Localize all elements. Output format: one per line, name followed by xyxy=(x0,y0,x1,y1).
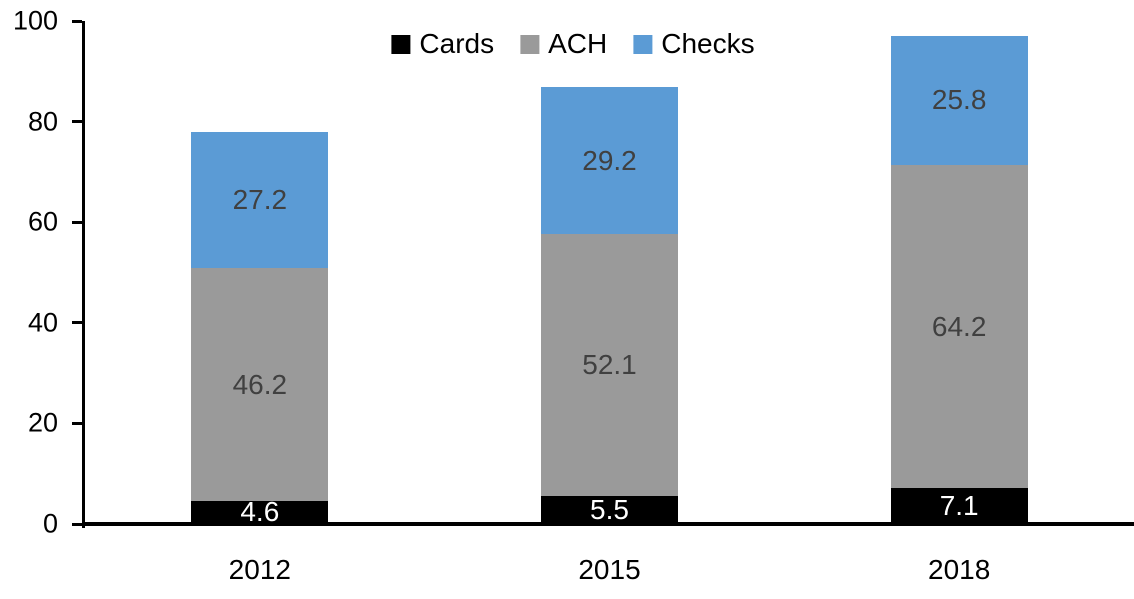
bar-segment-cards-2015: 5.5 xyxy=(541,496,678,524)
legend-label: Checks xyxy=(661,28,755,59)
bar-segment-ach-2018: 64.2 xyxy=(890,165,1028,489)
y-axis-tick-label: 60 xyxy=(27,206,58,237)
y-axis-tick-label: 20 xyxy=(27,407,58,438)
data-label: 46.2 xyxy=(232,368,288,400)
bar-segment-cards-2012: 4.6 xyxy=(191,496,329,528)
legend-swatch-icon xyxy=(391,34,411,54)
bar-segment-checks-2018: 25.8 xyxy=(890,35,1028,166)
y-axis-tick-label: 80 xyxy=(27,106,58,137)
bar-segment-checks-2015: 29.2 xyxy=(541,87,678,235)
legend-item-ach: ACH xyxy=(520,30,607,58)
bar-segment-checks-2012: 27.2 xyxy=(191,131,329,269)
y-axis-tick-label: 100 xyxy=(12,5,58,36)
bar-segment-ach-2015: 52.1 xyxy=(541,234,678,497)
data-label: 25.8 xyxy=(931,84,987,116)
data-label: 64.2 xyxy=(931,310,987,342)
data-label: 29.2 xyxy=(582,144,637,176)
x-axis-label: 2018 xyxy=(928,554,991,585)
y-axis-tick-label: 40 xyxy=(27,307,58,338)
legend-swatch-icon xyxy=(633,34,653,54)
x-axis-label: 2012 xyxy=(228,554,291,585)
y-axis-tick xyxy=(72,220,82,224)
y-axis-tick xyxy=(72,522,82,526)
y-axis-tick xyxy=(72,120,82,124)
data-label: 27.2 xyxy=(232,184,288,216)
y-axis-tick xyxy=(72,321,82,325)
legend-label: ACH xyxy=(548,28,608,59)
legend-swatch-icon xyxy=(520,34,540,54)
data-label: 52.1 xyxy=(582,349,637,381)
y-axis-tick xyxy=(72,19,82,23)
y-axis-tick-label: 0 xyxy=(42,508,58,539)
x-axis-line xyxy=(85,522,1134,526)
data-label: 4.6 xyxy=(240,496,280,528)
legend-item-checks: Checks xyxy=(633,28,755,59)
legend-item-cards: Cards xyxy=(391,30,494,58)
bar-segment-ach-2012: 46.2 xyxy=(191,268,329,501)
chart-legend: Cards ACH Checks xyxy=(391,28,755,59)
y-axis-tick xyxy=(72,421,82,425)
data-label: 5.5 xyxy=(590,494,629,526)
data-label: 7.1 xyxy=(939,490,979,522)
y-axis-line xyxy=(82,21,85,528)
bar-segment-cards-2018: 7.1 xyxy=(890,488,1028,524)
legend-label: Cards xyxy=(419,28,495,59)
x-axis-label: 2015 xyxy=(578,554,641,585)
